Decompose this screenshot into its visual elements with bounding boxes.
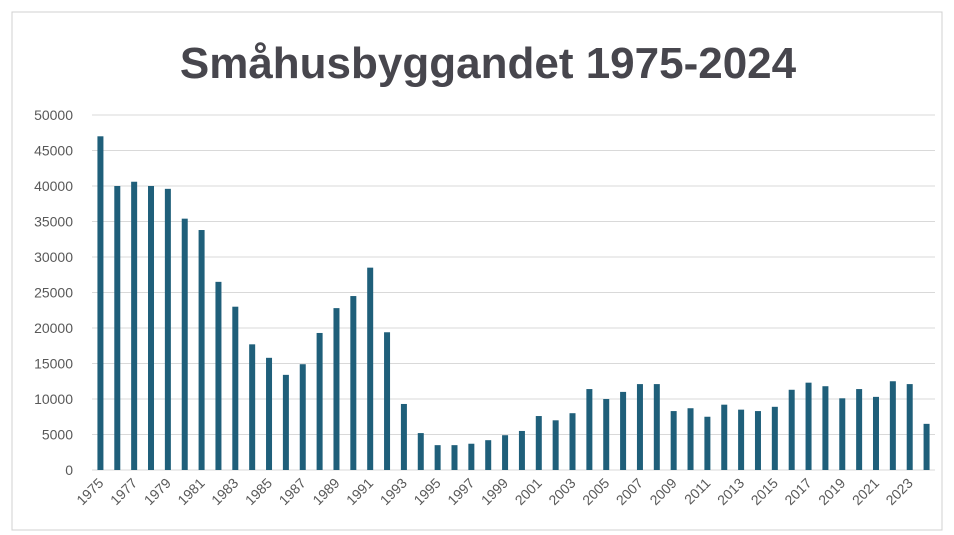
x-tick-label: 1983 (208, 475, 241, 508)
x-tick-label: 2001 (512, 475, 545, 508)
bar (620, 391, 627, 470)
y-tick-label: 15000 (34, 356, 73, 372)
x-tick-label: 2019 (815, 475, 848, 508)
bar (316, 332, 323, 470)
y-tick-label: 30000 (34, 249, 73, 265)
y-tick-label: 5000 (42, 427, 73, 443)
x-tick-label: 2005 (579, 475, 612, 508)
bar (738, 409, 745, 470)
x-tick-label: 1989 (309, 475, 342, 508)
bar (164, 188, 171, 470)
bar (350, 296, 357, 470)
bar (266, 357, 273, 470)
bar (97, 136, 104, 471)
bar (502, 435, 509, 470)
bar (569, 413, 576, 470)
x-tick-label: 2011 (681, 475, 714, 508)
x-tick-label: 1987 (276, 475, 309, 508)
bar (451, 445, 458, 470)
bar (923, 423, 930, 470)
x-tick-label: 2007 (613, 475, 646, 508)
bar (687, 408, 694, 470)
bar (384, 332, 391, 470)
x-tick-label: 1985 (242, 475, 275, 508)
x-tick-label: 1997 (444, 475, 477, 508)
y-tick-label: 40000 (34, 178, 73, 194)
bar (636, 384, 643, 470)
x-tick-label: 1995 (410, 475, 443, 508)
y-tick-label: 0 (65, 462, 73, 478)
bar (603, 399, 610, 470)
y-tick-label: 20000 (34, 320, 73, 336)
bar (704, 416, 711, 470)
y-tick-label: 45000 (34, 143, 73, 159)
bar (653, 384, 660, 470)
x-tick-label: 2003 (545, 475, 578, 508)
x-tick-label: 2015 (748, 475, 781, 508)
bar (535, 416, 542, 470)
bar (249, 344, 256, 470)
bar (468, 443, 475, 470)
x-tick-label: 1981 (174, 475, 207, 508)
bar (485, 440, 492, 470)
bar (856, 389, 863, 470)
x-tick-label: 1999 (478, 475, 511, 508)
bar (148, 186, 155, 470)
bar (417, 433, 424, 470)
y-tick-label: 10000 (34, 391, 73, 407)
bar (232, 306, 239, 470)
bar (400, 403, 407, 470)
bar (721, 404, 728, 470)
bar (114, 186, 121, 470)
bar (198, 230, 205, 470)
bar (215, 281, 222, 470)
x-tick-label: 1975 (73, 475, 106, 508)
bar (771, 406, 778, 470)
bar (839, 398, 846, 470)
bar (872, 396, 879, 470)
chart-title: Småhusbyggandet 1975-2024 (180, 39, 797, 88)
bar (131, 181, 138, 471)
x-tick-label: 2017 (781, 475, 814, 508)
x-tick-label: 1979 (141, 475, 174, 508)
bar (670, 411, 677, 470)
bar (805, 382, 812, 470)
bar (586, 389, 593, 470)
x-tick-label: 2021 (849, 475, 882, 508)
bar (754, 411, 761, 470)
x-tick-label: 1977 (107, 475, 140, 508)
bar (333, 308, 340, 470)
bar (181, 218, 188, 470)
bar (552, 420, 559, 470)
bar (889, 381, 896, 470)
bar (299, 364, 306, 470)
bar (906, 384, 913, 470)
chart-border (11, 11, 943, 531)
x-tick-label: 1993 (377, 475, 410, 508)
bar (518, 430, 525, 470)
x-tick-label: 1991 (343, 475, 376, 508)
y-tick-label: 50000 (34, 107, 73, 123)
x-tick-label: 2009 (646, 475, 679, 508)
bar (282, 374, 289, 470)
bar (367, 267, 374, 470)
bar (434, 445, 441, 470)
x-tick-label: 2013 (714, 475, 747, 508)
y-tick-label: 25000 (34, 285, 73, 301)
y-tick-label: 35000 (34, 214, 73, 230)
bar (788, 389, 795, 470)
bar (822, 386, 829, 470)
x-tick-label: 2023 (882, 475, 915, 508)
